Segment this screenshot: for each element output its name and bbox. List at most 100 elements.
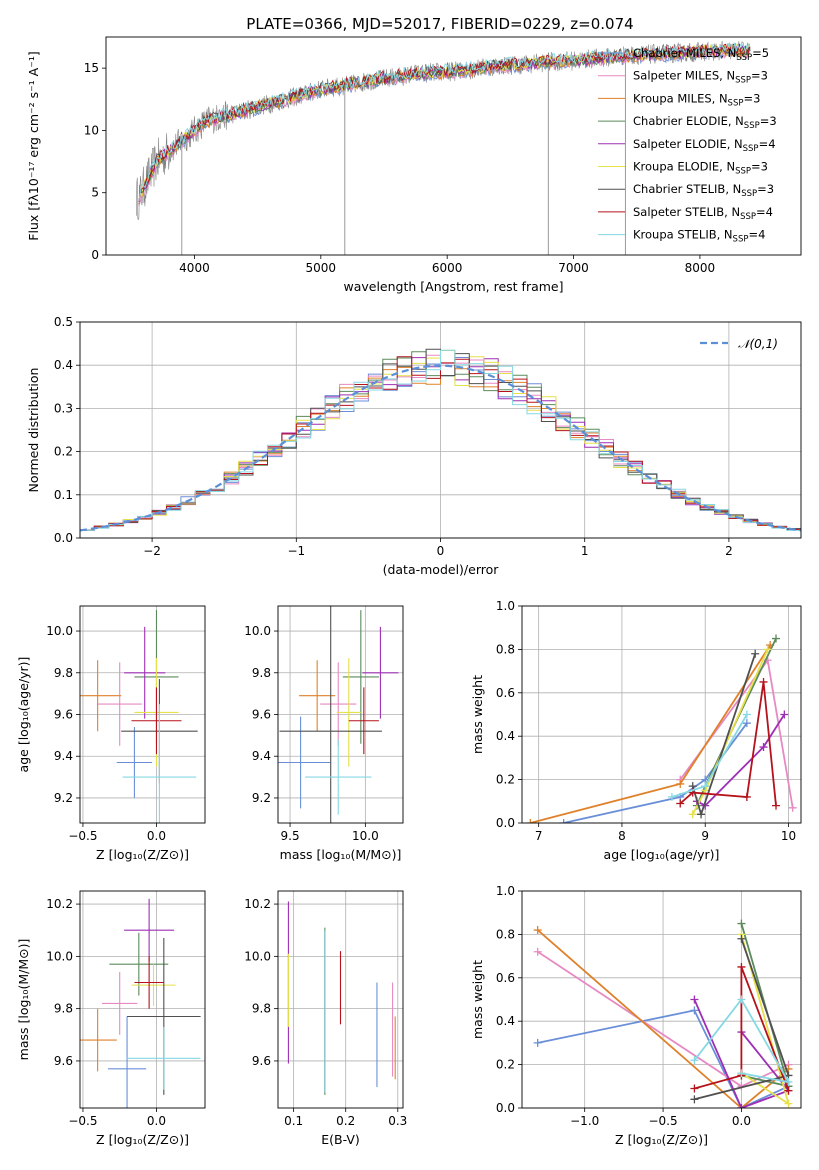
weight-marker [759, 743, 768, 752]
legend-label: Chabrier STELIB, NSSP=3 [633, 182, 774, 199]
weight-marker [772, 801, 781, 810]
weight-marker [533, 947, 542, 956]
weight-marker [772, 634, 781, 643]
weight-marker [697, 810, 706, 819]
weight-marker [737, 1069, 746, 1078]
y-tick-label: 0 [91, 248, 99, 262]
axes-frame [277, 890, 404, 1109]
x-tick-label: 5000 [306, 261, 337, 275]
y-tick-label: 1.0 [496, 599, 515, 613]
weight-line-9 [693, 997, 791, 1084]
axes-frame [79, 321, 802, 539]
weight-marker [690, 1084, 699, 1093]
x-tick-label: −1 [287, 544, 305, 558]
mass-vs-ebv-axes: 0.1 0.2 0.3 9.6 9.8 10.0 10.2 E(B-V) [244, 891, 407, 1147]
x-tick-label: 9 [701, 829, 709, 843]
weight-marker [737, 1104, 746, 1108]
weight-marker [784, 1086, 793, 1095]
y-tick-label: 9.2 [54, 791, 73, 805]
weight-marker [763, 645, 772, 654]
weight-marker [788, 803, 797, 812]
y-tick-label: 10 [84, 123, 99, 137]
age-vs-mass-panel: 9.5 10.0 9.2 9.4 9.6 9.8 10.0 mass [log₁₀(M/M⊙)… [244, 605, 404, 862]
spectrum-data [136, 40, 751, 255]
y-tick-label: 9.8 [252, 1002, 271, 1016]
y-tick-label: 9.2 [252, 791, 271, 805]
y-tick-label: 9.8 [54, 666, 73, 680]
y-tick-label: 9.6 [252, 1054, 271, 1068]
weight-line-9 [671, 714, 748, 798]
x-tick-label: 2 [725, 544, 733, 558]
x-tick-label: 8000 [685, 261, 716, 275]
legend-label: Kroupa MILES, NSSP=3 [633, 91, 760, 108]
normal-curve [80, 364, 801, 532]
x-tick-label: 6000 [432, 261, 463, 275]
weight-marker [690, 1006, 699, 1015]
x-tick-label: 0.3 [388, 1114, 407, 1128]
x-tick-label: −1.0 [570, 1114, 599, 1128]
x-tick-label: 10 [781, 829, 796, 843]
weight-marker [784, 1077, 793, 1086]
legend-label: Salpeter MILES, NSSP=3 [633, 69, 768, 86]
weight-marker [676, 779, 685, 788]
residual-histogram-9 [80, 349, 801, 538]
weight-marker [690, 1056, 699, 1065]
y-tick-label: 10.0 [46, 949, 73, 963]
residual-legend: 𝒩(0,1) [700, 337, 778, 351]
weight-marker [742, 792, 751, 801]
y-tick-label: 0.4 [496, 729, 515, 743]
weight-marker [784, 1099, 793, 1108]
legend-label: Kroupa ELODIE, NSSP=3 [633, 160, 768, 177]
weight-marker [737, 962, 746, 971]
weight-marker [690, 1095, 699, 1104]
x-tick-label: 0.1 [284, 1114, 303, 1128]
y-tick-label: 9.4 [252, 749, 271, 763]
legend-label: Chabrier ELODIE, NSSP=3 [633, 114, 777, 131]
y-tick-label: 0.5 [54, 315, 73, 329]
weight-marker [737, 919, 746, 928]
weight-marker [737, 995, 746, 1004]
y-tick-label: 0.4 [496, 1014, 515, 1028]
x-tick-label: 4000 [179, 261, 210, 275]
x-tick-label: −2 [143, 544, 161, 558]
weight-vs-age-data [526, 634, 797, 823]
weight-marker [780, 710, 789, 719]
spectrum-legend: Chabrier MILES, NSSP=5 Salpeter MILES, NS… [598, 46, 777, 245]
y-tick-label: 0.0 [496, 1101, 515, 1115]
weight-line-5 [696, 714, 786, 807]
y-tick-label: 0.8 [496, 927, 515, 941]
legend-label: Kroupa STELIB, NSSP=4 [633, 228, 765, 245]
mass-vs-Z-panel: −0.5 0.0 9.6 9.8 10.0 10.2 Z [log₁₀(Z/Z⊙)] mass… [16, 890, 206, 1147]
y-tick-label: 9.6 [54, 1054, 73, 1068]
weight-marker [559, 819, 568, 823]
x-tick-label: −0.5 [68, 1114, 97, 1128]
axes-frame [521, 890, 802, 1109]
y-tick-label: 10.0 [244, 624, 271, 638]
x-tick-label: 0 [437, 544, 445, 558]
age-vs-mass-axes: 9.5 10.0 9.2 9.4 9.6 9.8 10.0 mass [log₁₀(M/M⊙)… [244, 606, 403, 862]
age-vs-mass-data [278, 606, 399, 823]
axes-frame [79, 890, 206, 1109]
y-tick-label: 0.6 [496, 971, 515, 985]
x-axis-label: (data-model)/error [383, 562, 500, 577]
y-tick-label: 9.8 [54, 1002, 73, 1016]
weight-marker [742, 719, 751, 728]
residual-data [80, 348, 801, 538]
y-tick-label: 10.0 [46, 624, 73, 638]
y-axis-label: Normed distribution [26, 368, 41, 493]
x-tick-label: −0.5 [68, 829, 97, 843]
x-axis-label: Z [log₁₀(Z/Z⊙)] [615, 1132, 708, 1147]
weight-marker [533, 1038, 542, 1047]
y-tick-label: 0.0 [54, 531, 73, 545]
x-tick-label: 9.5 [281, 829, 300, 843]
x-tick-label: 10.0 [352, 829, 379, 843]
x-axis-label: Z [log₁₀(Z/Z⊙)] [96, 847, 189, 862]
y-tick-label: 9.4 [54, 749, 73, 763]
x-tick-label: 1 [581, 544, 589, 558]
y-axis-label: Flux [fλ10⁻¹⁷ erg cm⁻² s⁻¹ A⁻¹] [26, 51, 41, 240]
y-tick-label: 9.6 [54, 708, 73, 722]
weight-vs-age-axes: 7 8 9 10 0.0 0.2 0.4 0.6 0.8 1.0 age [log₁₀(age/yr… [470, 599, 801, 862]
spectrum-axes: 4000 5000 6000 7000 8000 0 5 10 15 wavelength [An… [26, 51, 715, 294]
axes-frame [521, 605, 802, 824]
y-tick-label: 0.0 [496, 816, 515, 830]
